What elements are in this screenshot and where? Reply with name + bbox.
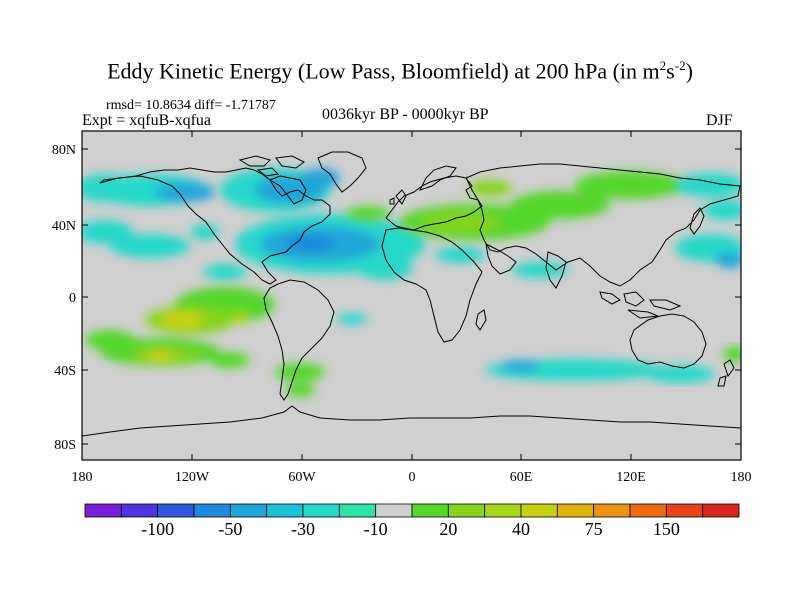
coast-new-zealand bbox=[717, 359, 735, 387]
lon-tick-label: 120E bbox=[616, 470, 646, 485]
lat-tick-label: 40S bbox=[54, 364, 76, 379]
colorbar-label: -50 bbox=[218, 519, 242, 539]
colorbar-swatch bbox=[157, 503, 195, 518]
colorbar-swatch bbox=[556, 503, 595, 518]
colorbar-label: -10 bbox=[364, 519, 388, 539]
lon-tick-label: 180 bbox=[72, 470, 93, 485]
colorbar-swatch bbox=[229, 503, 268, 518]
colorbar-label: -30 bbox=[291, 519, 315, 539]
rmsd-label: rmsd= 10.8634 diff= -1.71787 bbox=[106, 98, 276, 113]
anomaly-eurasia bbox=[346, 171, 685, 278]
chart-title: Eddy Kinetic Energy (Low Pass, Bloomfiel… bbox=[107, 58, 693, 84]
colorbar-swatch bbox=[520, 503, 558, 518]
colorbar-label: 75 bbox=[585, 519, 603, 539]
anomaly-north-pacific bbox=[82, 174, 247, 280]
colorbar-swatch bbox=[629, 503, 667, 518]
colorbar-label: 40 bbox=[512, 519, 530, 539]
lon-tick-label: 60W bbox=[288, 470, 316, 485]
period-label: 0036kyr BP - 0000kyr BP bbox=[322, 106, 489, 123]
colorbar-swatch bbox=[84, 503, 122, 518]
coast-british-isles bbox=[389, 189, 407, 205]
lon-tick-label: 60E bbox=[510, 470, 533, 485]
season-label: DJF bbox=[706, 112, 733, 129]
lat-tick-label: 80N bbox=[52, 143, 76, 158]
coast-india bbox=[545, 251, 567, 289]
experiment-label: Expt = xqfuB-xqfua bbox=[82, 112, 211, 129]
colorbar-swatch bbox=[702, 503, 740, 518]
lon-tick-label: 120W bbox=[175, 470, 210, 485]
colorbar-swatch bbox=[593, 503, 631, 518]
colorbar-swatch bbox=[375, 503, 413, 518]
colorbar-label: 20 bbox=[439, 519, 457, 539]
coast-australia bbox=[629, 313, 707, 369]
lon-tick-label: 0 bbox=[409, 470, 416, 485]
lat-tick-label: 0 bbox=[69, 291, 76, 306]
colorbar-swatch bbox=[665, 503, 704, 518]
coast-indonesia bbox=[599, 291, 682, 319]
colorbar-label: 150 bbox=[653, 519, 680, 539]
coast-japan bbox=[689, 207, 705, 235]
coast-antarctica bbox=[82, 405, 741, 437]
coast-africa bbox=[381, 227, 483, 343]
colorbar: -100 -50 -30 -10 20 40 75 150 bbox=[84, 503, 740, 539]
anomaly-south-pacific bbox=[85, 287, 367, 397]
anomaly-southern-ocean bbox=[485, 346, 741, 383]
coast-greenland bbox=[317, 151, 367, 193]
colorbar-swatch bbox=[338, 503, 377, 518]
lat-tick-label: 40N bbox=[52, 219, 76, 234]
coast-arctic-islands bbox=[238, 155, 305, 177]
coast-hudson-bay bbox=[268, 175, 307, 205]
colorbar-swatch bbox=[411, 503, 449, 518]
coastlines bbox=[82, 151, 741, 437]
colorbar-label: -100 bbox=[141, 519, 174, 539]
colorbar-swatch bbox=[302, 503, 340, 518]
coast-scandinavia bbox=[419, 165, 457, 191]
lat-tick-label: 80S bbox=[54, 438, 76, 453]
coast-europe bbox=[385, 175, 483, 231]
colorbar-swatch bbox=[120, 503, 159, 518]
coast-north-america bbox=[99, 167, 331, 285]
anomaly-west-pacific bbox=[675, 173, 741, 268]
coast-asia bbox=[465, 163, 741, 287]
latitude-axis: 80N 40N 0 40S 80S bbox=[52, 143, 741, 453]
colorbar-swatch bbox=[447, 503, 486, 518]
coast-south-america bbox=[263, 279, 335, 401]
lon-tick-label: 180 bbox=[731, 470, 752, 485]
coast-madagascar bbox=[475, 309, 487, 331]
colorbar-swatch bbox=[484, 503, 522, 518]
coast-arabia bbox=[485, 243, 517, 275]
longitude-axis: 180 120W 60W 0 60E 120E 180 bbox=[72, 131, 752, 485]
colorbar-swatch bbox=[193, 503, 231, 518]
colorbar-swatch bbox=[266, 503, 304, 518]
